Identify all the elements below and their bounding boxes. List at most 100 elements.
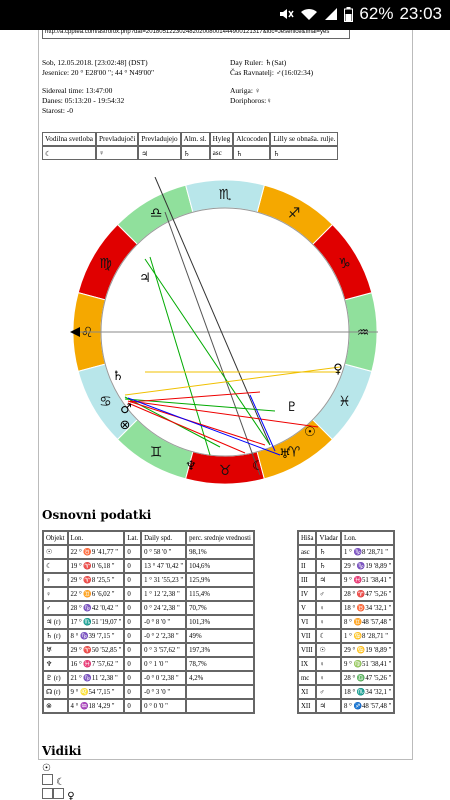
aspect-line <box>127 397 281 456</box>
houses-table: Hiša Vladar Lon. asc ♄ 1 ° ♑8 '28,71 " II ♄ 29 °… <box>297 530 396 714</box>
osnovni-cell: 22 ° ♉9 '41,77 " <box>67 545 125 559</box>
houses-cell: XI <box>298 685 317 699</box>
house-row: IV ♂ 28 ° ♈47 '5,26 " <box>298 587 395 601</box>
aspect-line <box>127 402 246 454</box>
osnovni-cell: 8 ° ♑39 '7,15 " <box>67 629 125 643</box>
auriga: Auriga: ♀ <box>230 86 261 95</box>
osnovni-cell: 0 <box>124 657 142 671</box>
osnovni-cell: 0 <box>124 643 142 657</box>
osnovni-cell: 49% <box>186 629 254 643</box>
osnovni-cell: -0 ° 0 '2,38 " <box>141 671 187 685</box>
house-row: VI ♀ 8 ° ♊48 '57,48 " <box>298 615 395 629</box>
osnovni-cell: -0 ° 3 '0 " <box>141 685 187 699</box>
planet-icon: ♅ <box>279 447 291 462</box>
osnovni-cell: 197,3% <box>186 643 254 657</box>
props-header: Prevladujoči <box>95 132 139 146</box>
object-row: ♆ 16 ° ♓7 '57,62 " 0 0 ° 1 '0 " 78,7% <box>43 657 254 671</box>
osnovni-header: Objekt <box>43 531 68 545</box>
page: http://a.cpptea.com/astrofox.php?dat=201… <box>0 30 450 800</box>
osnovni-header: Daily spd. <box>141 531 187 545</box>
osnovni-cell: 115,4% <box>186 587 254 601</box>
zodiac-sign-icon: ♑ <box>338 256 351 272</box>
planet-icon: ♃ <box>139 271 151 286</box>
osnovni-cell: 78,7% <box>186 657 254 671</box>
object-row: ☉ 22 ° ♉9 '41,77 " 0 0 ° 58 '0 " 98,1% <box>43 545 254 559</box>
zodiac-sign-icon: ♉ <box>219 463 232 479</box>
house-row: II ♄ 29 ° ♑19 '8,89 " <box>298 559 395 573</box>
aspect-line <box>127 400 266 446</box>
houses-cell: 8 ° ♐48 '57,48 " <box>340 699 395 713</box>
date-line: Sob, 12.05.2018. [23:02:48] (DST) <box>42 58 148 67</box>
osnovni-cell: ☾ <box>43 559 68 573</box>
houses-cell: asc <box>298 545 317 559</box>
house-row: V ♀ 18 ° ♉34 '32,1 " <box>298 601 395 615</box>
zodiac-sign-icon: ♓ <box>338 394 351 410</box>
osnovni-cell: 17 ° ♏51 '19,07 " <box>67 615 125 629</box>
houses-cell: 18 ° ♏34 '32,1 " <box>340 685 395 699</box>
osnovni-cell: 0 <box>124 559 142 573</box>
clock: 23:03 <box>399 4 442 23</box>
houses-cell: 28 ° ♈47 '5,26 " <box>340 587 395 601</box>
planet-icon: ♀ <box>333 362 343 377</box>
osnovni-cell: 22 ° ♊6 '6,02 " <box>67 587 125 601</box>
house-row: VIII ☉ 29 ° ♋19 '8,89 " <box>298 643 395 657</box>
osnovni-cell: 0 <box>124 545 142 559</box>
aspects-grid: ☉ ☾ ♀ <box>42 763 75 800</box>
house-row: XII ♃ 8 ° ♐48 '57,48 " <box>298 699 395 713</box>
url-field[interactable]: http://a.cpptea.com/astrofox.php?dat=201… <box>42 30 350 39</box>
houses-cell: ♃ <box>316 573 341 587</box>
planet-icon: ☾ <box>252 459 264 474</box>
osnovni-cell: 29 ° ♈8 '25,5 " <box>67 573 125 587</box>
houses-cell: ♀ <box>316 615 341 629</box>
aspect-label: ☉ <box>42 763 51 774</box>
object-row: ☊ (r) 9 ° ♌54 '7,15 " 0 -0 ° 3 '0 " <box>43 685 254 699</box>
osnovni-cell: ♆ <box>43 657 68 671</box>
location-line: Jesenice: 20 ° E28'00 "; 44 ° N49'00" <box>42 68 155 77</box>
houses-cell: 1 ° ♑8 '28,71 " <box>340 545 395 559</box>
vidiki-title: Vidiki <box>42 744 82 758</box>
houses-cell: ♃ <box>316 699 341 713</box>
osnovni-cell: 1 ° 31 '55,23 " <box>141 573 187 587</box>
houses-cell: ☾ <box>316 629 341 643</box>
osnovni-cell: 0 ° 24 '2,38 " <box>141 601 187 615</box>
osnovni-header: Lat. <box>124 531 142 545</box>
sidereal-time: Sidereal time: 13:47:00 <box>42 86 113 95</box>
props-header: Alm. sl. <box>180 132 210 146</box>
houses-cell: 1 ° ♋8 '28,71 " <box>340 629 395 643</box>
osnovni-cell: ♄ (r) <box>43 629 68 643</box>
houses-cell: IX <box>298 657 317 671</box>
zodiac-sign-icon: ♈ <box>288 445 301 461</box>
planet-icon: ♄ <box>112 369 124 384</box>
osnovni-cell: -0 ° 2 '2,38 " <box>141 629 187 643</box>
planet-icon: ♇ <box>286 400 298 415</box>
houses-cell: 8 ° ♊48 '57,48 " <box>340 615 395 629</box>
house-row: mc ♀ 28 ° ♎47 '5,26 " <box>298 671 395 685</box>
osnovni-cell: 0 ° 0 '0 " <box>141 699 187 713</box>
houses-cell: II <box>298 559 317 573</box>
osnovni-cell: 0 ° 1 '0 " <box>141 657 187 671</box>
aspect-cell <box>53 788 64 799</box>
osnovni-cell: 0 ° 3 '57,62 " <box>141 643 187 657</box>
osnovni-cell <box>186 699 254 713</box>
houses-cell: ☉ <box>316 643 341 657</box>
osnovni-cell: 104,6% <box>186 559 254 573</box>
osnovni-header: Lon. <box>67 531 125 545</box>
props-value: asc <box>209 146 234 160</box>
object-row: ♄ (r) 8 ° ♑39 '7,15 " 0 -0 ° 2 '2,38 " 49% <box>43 629 254 643</box>
house-row: XI ♂ 18 ° ♏34 '32,1 " <box>298 685 395 699</box>
aspect-line <box>129 391 261 403</box>
houses-cell: ♂ <box>316 587 341 601</box>
osnovni-cell: 19 ° ♈0 '6,18 " <box>67 559 125 573</box>
object-row: ♂ 28 ° ♑42 '0,42 " 0 0 ° 24 '2,38 " 70,7% <box>43 601 254 615</box>
objects-table: Objekt Lon. Lat. Daily spd. perc. srednje vr… <box>42 530 255 714</box>
osnovni-cell: 0 <box>124 671 142 685</box>
osnovni-cell: 4,2% <box>186 671 254 685</box>
aspect-line <box>124 398 276 412</box>
osnovni-cell: 70,7% <box>186 601 254 615</box>
object-row: ⊗ 4 ° ♒18 '4,29 " 0 0 ° 0 '0 " <box>43 699 254 713</box>
zodiac-sign-icon: ♒ <box>357 325 370 341</box>
ascendant-arrow-icon <box>70 327 80 337</box>
props-value: ♃ <box>138 146 181 160</box>
signal-icon <box>325 8 338 20</box>
aspect-label: ☾ <box>56 777 66 788</box>
